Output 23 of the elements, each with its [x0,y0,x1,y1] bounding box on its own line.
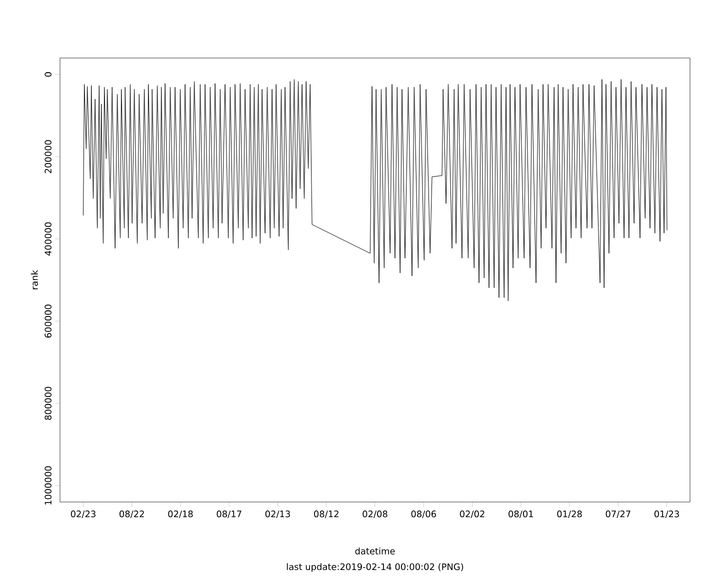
x-tick-label: 02/08 [362,510,388,518]
x-tick-label: 08/06 [411,510,436,518]
y-tick-label: 1000000 [44,466,52,505]
x-tick-label: 08/17 [216,510,242,518]
y-tick-label: 600000 [44,304,52,338]
x-tick-label: 01/23 [654,510,679,518]
x-tick-label: 08/01 [508,510,533,518]
x-axis-title: datetime [355,548,395,554]
x-tick-label: 02/13 [265,510,290,518]
x-tick-label: 02/18 [168,510,193,518]
y-axis-title: rank [30,270,38,290]
text: last update:2019-02-14 00:00:02 (PNG) [286,563,464,572]
y-tick-label: 800000 [44,386,52,420]
x-tick-label: 02/23 [70,510,96,518]
x-tick-label: 02/02 [460,510,484,518]
x-tick-label: 07/27 [606,510,630,518]
x-tick-label: 08/22 [120,510,144,518]
y-tick-label: 0 [44,72,52,77]
x-tick-label: 08/12 [314,510,338,518]
x-tick-label: 01/28 [557,510,582,518]
y-tick-label: 400000 [44,222,52,256]
y-tick-label: 200000 [44,140,52,174]
line-series [82,79,668,302]
